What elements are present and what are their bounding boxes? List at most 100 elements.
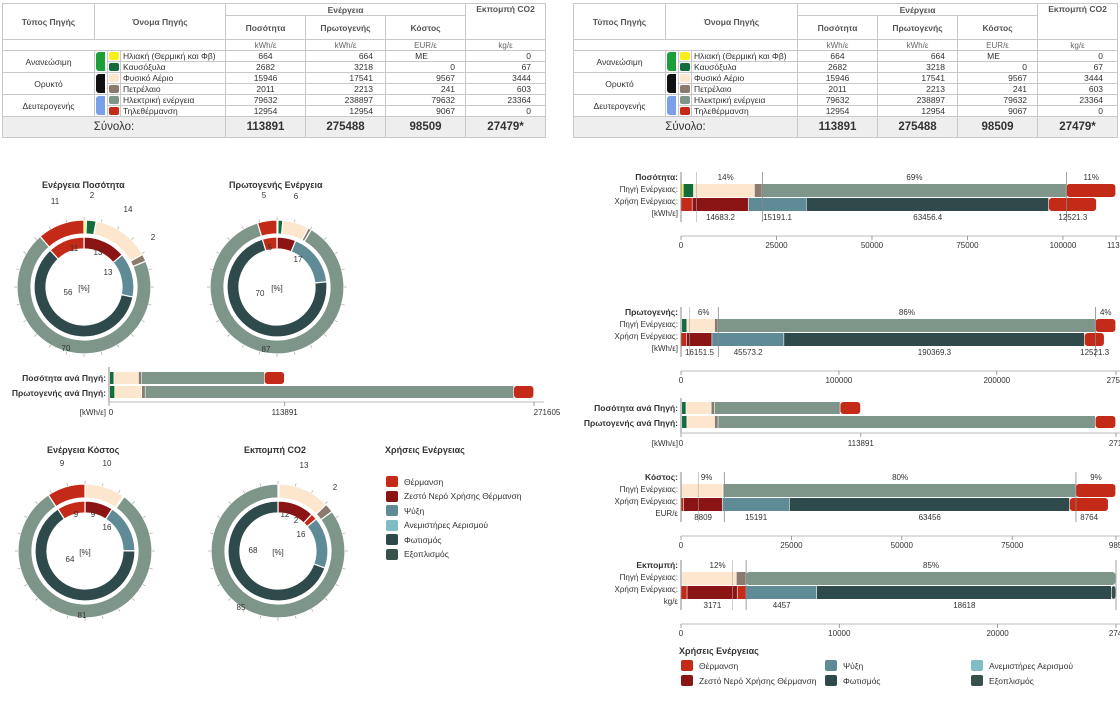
donut-tick	[35, 598, 38, 601]
table-row: Ορυκτό Φυσικό Αέριο 15946 17541 9567 3444	[573, 72, 1119, 95]
bar-value-label: 45573.2	[734, 348, 763, 357]
table-row: Τηλεθέρμανση 12954 12954 9067 0	[574, 105, 1119, 117]
legend-left-title: Χρήσεις Ενέργειας	[385, 445, 465, 455]
donut-tick	[48, 344, 51, 348]
donut-tick	[210, 532, 214, 534]
co2-value: 23364	[465, 94, 547, 106]
left-bar-tick-label: 0	[109, 408, 114, 417]
donut-tick	[131, 334, 134, 337]
legend-swatch	[825, 675, 837, 686]
donut-inner-label: 9	[91, 510, 96, 519]
bar-x-tick-label: 0	[679, 629, 684, 638]
total-prim: 275488	[877, 116, 959, 138]
total-co2: 27479*	[465, 116, 547, 138]
donut-tick	[148, 268, 152, 270]
bar-value-label: 190369.3	[918, 348, 952, 357]
donut-tick	[131, 237, 134, 240]
legend-item: Φωτισμός	[386, 534, 442, 545]
donut-outer-label: 14	[124, 205, 133, 214]
legend-item: Ανεμιστήρες Αερισμού	[971, 660, 1073, 671]
legend-label: Ανεμιστήρες Αερισμού	[989, 660, 1073, 671]
mid-bar-qty-segment	[840, 402, 861, 414]
bar-x-tick-label: 75000	[956, 241, 979, 250]
legend-label: Θέρμανση	[699, 660, 739, 671]
bar-use-segment	[681, 586, 687, 599]
bar-value-label: 15191	[745, 513, 768, 522]
bar-x-tick-label: 75000	[1001, 541, 1024, 550]
donut-tick	[242, 608, 245, 612]
cost-header: Κόστος	[385, 15, 467, 40]
donut-tick	[209, 304, 213, 306]
bar-value-label: 4457	[773, 601, 791, 610]
bar-value-label: 63456.4	[913, 213, 942, 222]
bar-x-tick-label: 27479	[1109, 629, 1120, 638]
legend-label: Φωτισμός	[843, 675, 881, 686]
legend-swatch	[386, 505, 398, 516]
donut-tick	[49, 490, 52, 494]
donut-center-label: [%]	[79, 548, 91, 557]
donut-tick	[142, 584, 146, 587]
donut-tick	[228, 598, 231, 601]
bar-unit-label: [kWh/ε]	[652, 344, 678, 353]
bar-use-segment	[692, 198, 748, 211]
left-bar-qty-segment	[138, 372, 142, 384]
bar-use-segment	[683, 498, 722, 511]
bar-x-tick-label: 113891	[1107, 241, 1120, 250]
donut-outer-label: 70	[62, 344, 71, 353]
donut-outer-label: 87	[262, 345, 271, 354]
table-row: Ορυκτό Φυσικό Αέριο 15946 17541 9567 3444	[2, 72, 547, 95]
donut-tick	[49, 608, 52, 612]
bar-percent-label: 4%	[1100, 308, 1112, 317]
legend-swatch	[386, 519, 398, 531]
donut-inner-label: 13	[104, 268, 113, 277]
mid-bar-tick-label: 113891	[848, 439, 875, 448]
donut-tick	[342, 532, 346, 534]
donut-inner-label: 16	[297, 530, 306, 539]
donut-tick	[310, 344, 313, 348]
legend-swatch	[825, 660, 837, 671]
legend-item: Ψύξη	[825, 660, 863, 671]
donut-prim-title: Πρωτογενής Ενέργεια	[229, 180, 323, 190]
total-row: Σύνολο: 113891 275488 98509 27479*	[1, 116, 547, 138]
bar-use-segment	[784, 333, 1085, 346]
bar-use-segment	[1048, 198, 1097, 211]
bar-x-tick-label: 200000	[983, 376, 1010, 385]
co2-header: Εκπομπή CO2	[1037, 3, 1119, 40]
bar-use-segment	[687, 586, 737, 599]
donut-tick	[102, 615, 104, 619]
legend-item: Εξοπλισμός	[971, 675, 1034, 686]
bar-use-segment	[681, 333, 687, 346]
donut-inner-label: 56	[64, 288, 73, 297]
table-row: Δευτερογενής Ηλεκτρική ενέργεια 79632 23889…	[2, 94, 547, 117]
inner-slice	[34, 508, 136, 602]
left-bar-qty-segment	[110, 372, 114, 384]
bar-panel-title: Εκπομπή:	[636, 560, 678, 570]
donut-tick	[23, 251, 27, 254]
donut-tick	[102, 483, 104, 487]
bar-source-segment	[681, 484, 723, 497]
total-qty: 113891	[225, 116, 307, 138]
bar-row1-label: Πηγή Ενέργειας:	[620, 185, 678, 194]
donut-tick	[132, 501, 135, 504]
bar-value-label: 14683.2	[706, 213, 735, 222]
bar-use-segment	[686, 333, 712, 346]
donut-outer-label: 6	[294, 192, 299, 201]
legend-swatch	[386, 534, 398, 545]
bar-source-segment	[754, 184, 762, 197]
donut-tick	[148, 304, 152, 306]
left-bar-prim-segment	[110, 386, 115, 398]
bar-use-segment	[816, 586, 1112, 599]
mid-bar-prim-segment	[1095, 416, 1116, 428]
donut-tick	[341, 268, 345, 270]
bar-x-tick-label: 20000	[986, 629, 1009, 638]
mid-bar-prim-segment	[682, 416, 687, 428]
bar-source-segment	[736, 572, 746, 585]
outer-slice	[16, 235, 152, 355]
energy-table-left: Τύπος Πηγής Όνομα Πηγής Ενέργεια Εκπομπή CO…	[1, 3, 547, 138]
col-name-header: Όνομα Πηγής	[93, 3, 227, 40]
donut-outer-label: 5	[262, 191, 267, 200]
left-bar-prim-segment	[114, 386, 142, 398]
legend-label: Ψύξη	[404, 505, 425, 516]
bar-panel-title: Κόστος:	[645, 472, 678, 482]
